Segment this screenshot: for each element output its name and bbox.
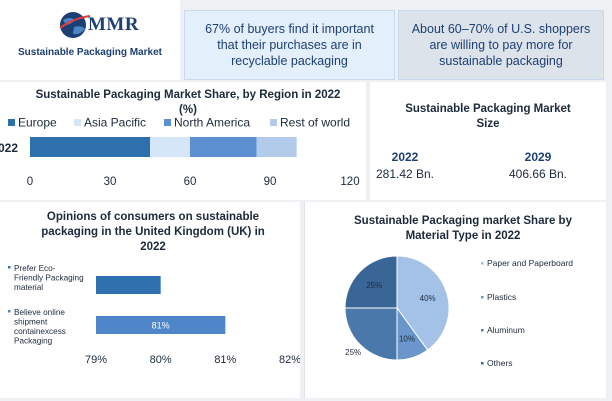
fact-text: About 60–70% of U.S. shoppers are willin… [411,22,591,68]
region-chart: Europe Asia Pacific North America Rest of w… [0,116,360,189]
legend-label: Paper and Paperboard [487,258,573,268]
legend-swatch [8,119,15,126]
material-chart-panel: Sustainable Packaging market Share by Ma… [304,202,606,398]
market-size-panel: Sustainable Packaging Market Size 2022 2… [370,82,606,200]
bar-segment [256,137,297,157]
bar [96,276,161,294]
market-size-title: Sustainable Packaging Market Size [405,103,571,130]
year-label: 2022 [391,150,419,164]
slice-label: 25% [366,281,382,290]
bar-segment [150,137,190,157]
brand-caption: Sustainable Packaging Market [18,47,162,58]
globe-icon [59,12,91,38]
uk-chart-panel: Opinions of consumers on sustainable pac… [0,202,300,398]
region-chart-panel: Sustainable Packaging Market Share, by R… [0,82,366,200]
market-size-value: 281.42 Bn. [375,167,435,181]
bar [96,316,226,334]
slice-label: 40% [420,294,436,303]
fact-box-pay-more: About 60–70% of U.S. shoppers are willin… [398,10,604,80]
legend-swatch [164,119,171,126]
category-label: Prefer Eco- [14,264,56,273]
legend-swatch [481,329,484,332]
x-tick-label: 60 [184,176,197,188]
category-label: 2022 [0,141,18,155]
logo-panel: MMR Sustainable Packaging Market [0,0,180,80]
category-marker [8,266,11,269]
legend-label: North America [174,116,250,130]
x-tick-label: 120 [340,176,359,188]
pie-slice [344,255,398,309]
x-tick-label: 90 [264,176,277,188]
legend-label: Others [487,358,513,368]
legend-swatch [481,262,484,265]
x-tick-label: 30 [104,176,117,188]
fact-text: 67% of buyers find it important that the… [205,22,374,68]
bar-segment [190,137,257,157]
category-label: material [14,283,43,292]
category-label: Packaging [14,337,53,346]
market-size-value: 406.66 Bn. [508,167,568,181]
slice-label: 10% [399,335,415,344]
legend-swatch [481,362,484,365]
chart-title: Opinions of consumers on sustainable pac… [41,211,265,253]
category-label: containexcess [14,327,66,336]
legend-label: Plastics [487,292,516,302]
legend-label: Rest of world [280,116,350,130]
material-pie-chart: 40% 10% 25% 25% Paper and Paperboard Plastics… [344,255,573,368]
legend-label: Aluminum [487,325,525,335]
legend-swatch [481,296,484,299]
legend-label: Asia Pacific [84,116,146,130]
slice-label: 25% [345,348,361,357]
bar-segment [30,137,150,157]
legend-label: Europe [18,116,57,130]
pie-slice [396,255,450,351]
pie-slice [344,307,398,361]
x-tick-label: 81% [214,354,236,366]
x-tick-label: 82% [279,354,300,366]
x-tick-label: 80% [150,354,172,366]
fact-box-recyclable: 67% of buyers find it important that the… [184,10,395,80]
category-label: Believe online [14,308,65,317]
chart-title: Sustainable Packaging Market Share, by R… [35,89,341,116]
chart-title: Sustainable Packaging market Share by Ma… [354,215,572,242]
category-label: Friendly Packaging [14,274,84,283]
category-marker [8,310,11,313]
data-label: 81% [152,321,170,331]
category-label: shipment [14,318,48,327]
x-tick-label: 79% [85,354,107,366]
year-label: 2029 [524,150,552,164]
logo-text: MMR [88,14,140,35]
legend-swatch [270,119,277,126]
legend-swatch [74,119,81,126]
x-tick-label: 0 [27,176,33,188]
